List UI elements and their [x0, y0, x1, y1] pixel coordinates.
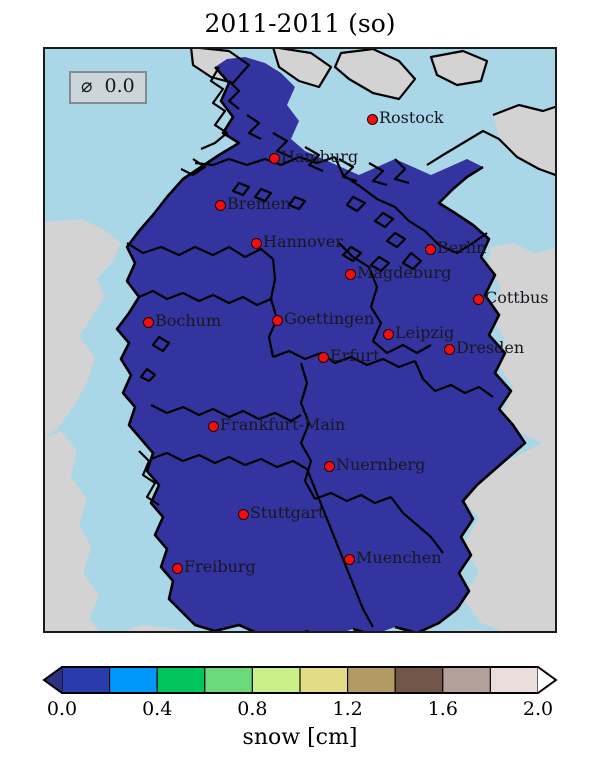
city-label: Stuttgart	[250, 503, 325, 522]
germany-border-layer	[115, 66, 527, 631]
city-dot-icon	[382, 328, 394, 340]
city-label: Bremen	[227, 194, 291, 213]
city-dot-icon	[207, 420, 219, 432]
city-dot-icon	[271, 314, 283, 326]
city-dot-icon	[317, 351, 329, 363]
city-dot-icon	[268, 152, 280, 164]
city-label: Cottbus	[485, 288, 549, 307]
city-dot-icon	[171, 562, 183, 574]
city-label: Frankfurt-Main	[220, 415, 346, 434]
city-label: Goettingen	[284, 309, 375, 328]
city-label: Hamburg	[281, 147, 359, 166]
city-dot-icon	[472, 293, 484, 305]
colorbar-under-arrow	[44, 667, 62, 693]
colorbar-segment	[109, 666, 158, 694]
foreign-land-layer	[45, 49, 555, 631]
city-label: Muenchen	[356, 548, 442, 567]
city-label: Erfurt	[330, 346, 380, 365]
coastline-layer	[139, 49, 555, 383]
colorbar-tick-label: 0.4	[142, 698, 173, 720]
colorbar[interactable]: 0.0 0.4 0.8 1.2 1.6 2.0 snow [cm]	[0, 662, 600, 780]
state-borders-layer	[126, 155, 494, 628]
colorbar-segment	[347, 666, 396, 694]
map-axes[interactable]: ⌀ 0.0 Rostock Hamburg Bremen Hannover Berlin…	[43, 47, 557, 633]
colorbar-segment	[156, 666, 206, 694]
colorbar-tick-label: 0.8	[237, 698, 268, 720]
colorbar-segment	[299, 666, 349, 694]
colorbar-segment	[394, 666, 444, 694]
city-label: Dresden	[456, 338, 525, 357]
city-dot-icon	[343, 553, 355, 565]
colorbar-segment	[204, 666, 253, 694]
city-dot-icon	[424, 243, 436, 255]
city-dot-icon	[443, 343, 455, 355]
city-dot-icon	[344, 268, 356, 280]
city-label: Bochum	[155, 311, 222, 330]
city-label: Berlin	[437, 238, 487, 257]
colorbar-tick-label: 1.2	[332, 698, 363, 720]
city-dot-icon	[250, 237, 262, 249]
colorbar-tick-label: 1.6	[427, 698, 458, 720]
city-label: Leipzig	[395, 323, 455, 342]
city-label: Rostock	[379, 108, 444, 127]
page-title: 2011-2011 (so)	[204, 9, 396, 38]
colorbar-segment	[61, 666, 111, 694]
colorbar-segment	[442, 666, 491, 694]
city-label: Hannover	[263, 232, 343, 251]
city-dot-icon	[214, 199, 226, 211]
city-dot-icon	[237, 508, 249, 520]
colorbar-segment	[251, 666, 301, 694]
mean-annotation-badge: ⌀ 0.0	[69, 71, 147, 104]
colorbar-segment	[489, 666, 539, 694]
colorbar-axis-label: snow [cm]	[242, 725, 358, 750]
city-label: Freiburg	[184, 557, 256, 576]
colorbar-over-arrow	[538, 667, 556, 693]
city-label: Magdeburg	[357, 263, 452, 282]
colorbar-tick-label: 2.0	[522, 698, 554, 720]
colorbar-swatches[interactable]	[0, 662, 600, 702]
colorbar-outline	[42, 666, 558, 694]
city-dot-icon	[323, 460, 335, 472]
city-label: Nuernberg	[336, 455, 426, 474]
city-dot-icon	[142, 316, 154, 328]
city-dot-icon	[366, 113, 378, 125]
colorbar-tick-label: 0.0	[46, 698, 78, 720]
